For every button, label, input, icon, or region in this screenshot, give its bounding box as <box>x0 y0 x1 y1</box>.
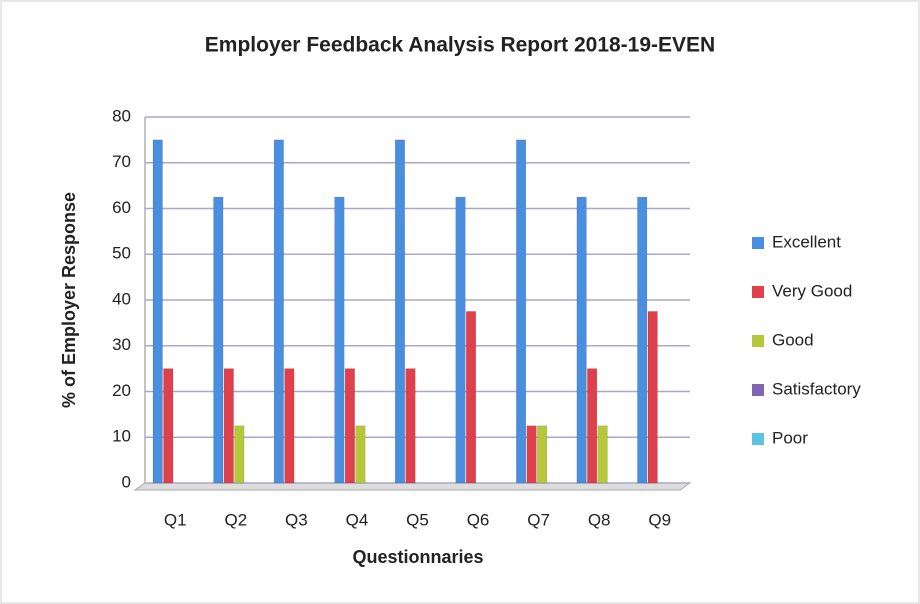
x-tick-label: Q1 <box>164 510 187 529</box>
legend-label: Poor <box>772 428 808 447</box>
x-tick-label: Q2 <box>224 510 247 529</box>
chart-title: Employer Feedback Analysis Report 2018-1… <box>205 34 715 57</box>
bar <box>637 196 648 484</box>
legend-label: Excellent <box>772 232 841 251</box>
bar <box>284 368 295 484</box>
y-tick-label: 20 <box>112 381 131 400</box>
y-tick-label: 0 <box>122 472 131 491</box>
legend-label: Good <box>772 330 814 349</box>
floor <box>133 482 692 491</box>
y-tick-label: 80 <box>112 106 131 125</box>
bar <box>394 139 405 484</box>
bar <box>223 368 234 484</box>
bar <box>344 368 355 484</box>
bar <box>597 425 608 484</box>
y-tick-label: 10 <box>112 427 131 446</box>
bar <box>455 196 466 484</box>
bar <box>587 368 598 484</box>
y-tick-label: 30 <box>112 335 131 354</box>
legend-swatch <box>752 335 764 347</box>
bar <box>152 139 163 484</box>
legend-swatch <box>752 433 764 445</box>
bar <box>405 368 416 484</box>
bar <box>273 139 284 484</box>
x-tick-label: Q9 <box>648 510 671 529</box>
x-axis-title: Questionnaries <box>352 547 483 567</box>
bar <box>466 311 477 484</box>
bar <box>213 196 224 484</box>
bar <box>576 196 587 484</box>
legend-swatch <box>752 384 764 396</box>
y-tick-label: 50 <box>112 244 131 263</box>
x-tick-label: Q4 <box>346 510 369 529</box>
bar <box>516 139 527 484</box>
x-tick-label: Q3 <box>285 510 308 529</box>
legend-swatch <box>752 286 764 298</box>
bar <box>163 368 174 484</box>
bar <box>355 425 366 484</box>
legend-swatch <box>752 237 764 249</box>
y-tick-label: 40 <box>112 289 131 308</box>
y-tick-label: 60 <box>112 198 131 217</box>
x-tick-label: Q8 <box>588 510 611 529</box>
bar <box>334 196 345 484</box>
bar <box>647 311 658 484</box>
legend-label: Satisfactory <box>772 379 861 398</box>
bar <box>526 425 537 484</box>
x-tick-label: Q6 <box>467 510 490 529</box>
legend-label: Very Good <box>772 281 852 300</box>
y-tick-label: 70 <box>112 152 131 171</box>
bar <box>234 425 245 484</box>
bar <box>537 425 548 484</box>
x-tick-label: Q5 <box>406 510 429 529</box>
x-tick-label: Q7 <box>527 510 550 529</box>
y-axis-title: % of Employer Response <box>59 192 79 408</box>
